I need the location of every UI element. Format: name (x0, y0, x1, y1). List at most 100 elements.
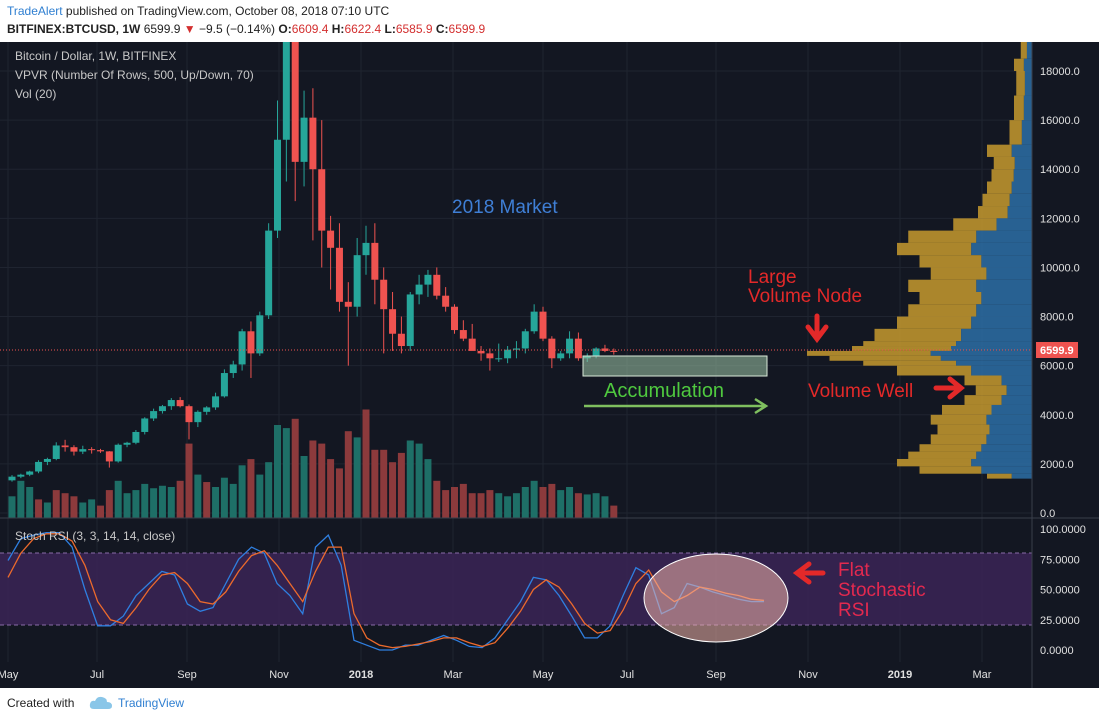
tradingview-cloud-icon[interactable] (89, 696, 113, 710)
volume-bar (442, 490, 450, 518)
time-tick-label: Mar (444, 669, 463, 681)
candle-body (335, 247, 343, 302)
left-arrow-red-icon (792, 561, 826, 585)
vpvr-bar-up (1021, 120, 1032, 145)
volume-bar (415, 443, 423, 518)
candle-body (468, 338, 476, 351)
candle-body (521, 331, 529, 349)
vpvr-bar-up (940, 355, 1032, 361)
volume-bar (362, 409, 370, 518)
candle-body (8, 476, 16, 481)
candle-body (362, 242, 370, 256)
vpvr-bar-down (807, 350, 931, 356)
candle-body (344, 301, 352, 307)
vpvr-bar-down (908, 304, 977, 317)
vpvr-bar-down (1020, 42, 1027, 59)
vpvr-bar-down (987, 473, 1012, 479)
volume-bar (380, 449, 388, 518)
vpvr-bar-up (1011, 473, 1032, 479)
price-tick-label: 12000.0 (1040, 213, 1080, 225)
candle-body (176, 400, 184, 407)
author-link[interactable]: TradeAlert (7, 4, 63, 18)
volume-bar (97, 505, 104, 518)
candle-body (194, 411, 202, 423)
volume-bar (344, 431, 352, 518)
vpvr-bar-up (991, 404, 1032, 415)
candle-body (557, 353, 565, 359)
vpvr-bar-up (1007, 206, 1032, 219)
candle-body (17, 474, 25, 477)
time-tick-label: Mar (973, 669, 992, 681)
annotation-flat-2: Stochastic (838, 580, 926, 601)
volume-bar (548, 483, 556, 518)
volume-bar (167, 487, 175, 518)
volume-bar (512, 493, 520, 518)
price-tick-label: 0.0 (1040, 508, 1055, 520)
volume-bar (530, 480, 538, 518)
volume-bar (397, 452, 405, 518)
vpvr-bar-up (981, 255, 1032, 268)
volume-bar (282, 428, 290, 518)
candle-body (451, 306, 458, 331)
volume-bar (433, 480, 441, 518)
volume-bar (61, 493, 69, 518)
candle-body (114, 444, 122, 462)
volume-bar (486, 490, 494, 518)
time-tick-label: 2018 (349, 669, 373, 681)
open-value: 6609.4 (291, 22, 329, 36)
candle-body (220, 373, 228, 397)
candle-body (282, 42, 290, 140)
vpvr-bar-down (908, 230, 977, 243)
time-tick-label: Jul (620, 669, 634, 681)
volume-bar (123, 493, 131, 518)
tradingview-link[interactable]: TradingView (118, 696, 185, 710)
candle-body (247, 331, 255, 354)
chart-area[interactable]: 0.0 2000.0 4000.0 6000.0 8000.0 10000.0 12000.… (0, 42, 1099, 688)
vpvr-bar-up (1006, 385, 1032, 396)
volume-bar (327, 459, 335, 518)
vpvr-bar-up (981, 292, 1032, 305)
volume-bar (150, 488, 158, 518)
price-change: −9.5 (−0.14%) (198, 22, 276, 36)
candle-body (574, 338, 582, 359)
candle-body (150, 411, 158, 419)
price-tick-label: 18000.0 (1040, 66, 1080, 78)
stoch-k-line (7, 531, 764, 651)
volume-bar (610, 505, 618, 518)
vpvr-bar-down (982, 193, 1010, 207)
chart-header: TradeAlert published on TradingView.com,… (0, 0, 1099, 42)
vpvr-bar-down (1016, 71, 1025, 96)
candle-body (167, 400, 175, 407)
candle-body (371, 242, 379, 280)
vpvr-bar-up (930, 350, 1032, 356)
candle-body (327, 230, 335, 248)
vpvr-bar-up (1011, 144, 1032, 157)
volume-bar (521, 487, 529, 518)
vpvr-bar-down (919, 255, 982, 268)
vpvr-bar-down (852, 346, 951, 351)
volume-bar (70, 496, 78, 518)
vpvr-bar-down (993, 156, 1015, 170)
time-tick-label: Sep (177, 669, 197, 681)
volume-bar (265, 462, 273, 518)
volume-bar (539, 487, 547, 518)
vpvr-bar-down (908, 279, 977, 292)
vpvr-bar-down (978, 206, 1008, 219)
vpvr-bar-down (908, 451, 977, 459)
vpvr-bar-up (986, 414, 1032, 425)
volume-bar (88, 499, 96, 518)
candle-body (530, 311, 538, 332)
volume-bar (477, 493, 485, 518)
vpvr-bar-up (1024, 71, 1032, 96)
vpvr-bar-down (863, 341, 957, 347)
open-label: O: (278, 22, 292, 36)
vpvr-bar-up (1014, 156, 1032, 170)
candle-body (380, 279, 388, 310)
vpvr-bar-up (961, 328, 1032, 342)
candle-body (238, 331, 246, 365)
candle-body (274, 139, 281, 231)
candle-body (486, 353, 494, 359)
vpvr-bar-down (897, 316, 972, 329)
time-tick-label: Jul (90, 669, 104, 681)
candle-body (123, 442, 131, 445)
